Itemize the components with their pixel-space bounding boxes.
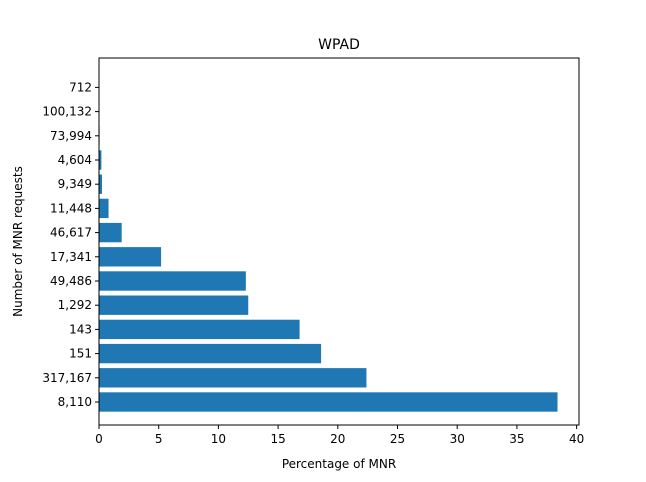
y-tick-label: 4,604 [58, 153, 92, 167]
x-tick-label: 35 [509, 432, 524, 446]
y-axis-label: Number of MNR requests [11, 166, 25, 317]
bar-4 [99, 295, 249, 315]
bar-2 [99, 343, 322, 364]
bar-1 [99, 368, 367, 388]
x-tick-label: 30 [450, 432, 465, 446]
y-tick-label: 712 [69, 80, 92, 94]
bar-7 [99, 222, 122, 243]
plot-frame [98, 57, 580, 426]
y-tick-label: 317,167 [42, 371, 92, 385]
x-tick-label: 5 [155, 432, 163, 446]
y-tick-label: 73,994 [50, 129, 92, 143]
bar-10 [99, 150, 102, 170]
x-tick-label: 0 [95, 432, 103, 446]
y-tick-label: 1,292 [58, 298, 92, 312]
y-tick-label: 143 [69, 322, 92, 336]
x-axis-ticks: 0 5 10 15 20 25 30 35 40 [95, 425, 584, 446]
bar-9 [99, 174, 102, 194]
x-tick-label: 25 [390, 432, 405, 446]
x-tick-label: 10 [211, 432, 226, 446]
y-tick-label: 49,486 [50, 274, 92, 288]
bar-0 [99, 392, 558, 412]
bar-6 [99, 247, 162, 267]
y-tick-label: 8,110 [58, 395, 92, 409]
y-tick-label: 151 [69, 347, 92, 361]
chart-title: WPAD [318, 37, 360, 53]
bars-group [99, 77, 558, 412]
y-tick-label: 11,448 [50, 201, 92, 215]
y-tick-label: 46,617 [50, 226, 92, 240]
x-tick-label: 40 [569, 432, 584, 446]
x-tick-label: 20 [330, 432, 345, 446]
bar-3 [99, 319, 300, 340]
y-axis-ticks: 8,110 317,167 151 143 1,292 49,486 17,341 46,61… [42, 80, 99, 409]
bar-8 [99, 198, 109, 219]
x-axis-label: Percentage of MNR [282, 457, 396, 471]
bar-5 [99, 271, 246, 291]
y-tick-label: 17,341 [50, 250, 92, 264]
x-tick-label: 15 [270, 432, 285, 446]
y-tick-label: 100,132 [42, 105, 92, 119]
y-tick-label: 9,349 [58, 177, 92, 191]
